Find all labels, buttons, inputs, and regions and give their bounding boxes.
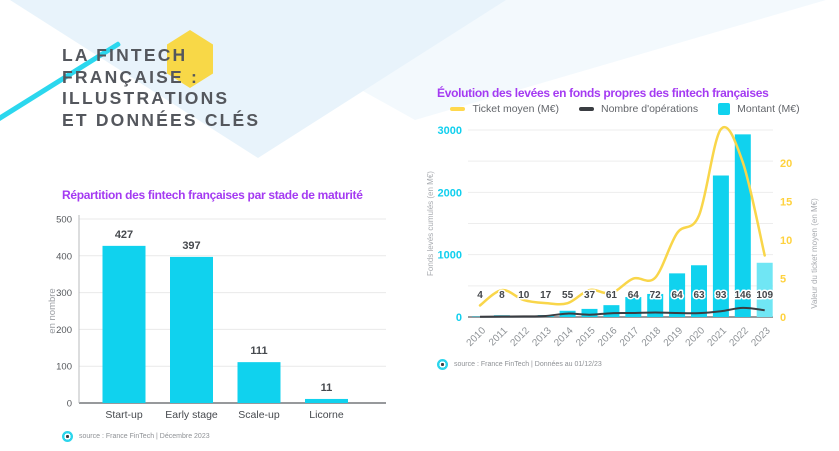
left-tick-label: 1000 (438, 250, 462, 262)
legend-item-nombre-operations: Nombre d'opérations (578, 103, 699, 115)
operations-count-label: 10 (518, 290, 530, 301)
right-tick-label: 10 (780, 235, 792, 247)
slide-title-line-2: FRANÇAISE : (62, 66, 199, 87)
right-tick-label: 5 (780, 274, 786, 286)
operations-count-label: 146 (734, 290, 751, 301)
right-chart-title: Évolution des levées en fonds propres de… (437, 85, 769, 100)
operations-count-label: 72 (650, 290, 662, 301)
france-fintech-logo-icon (437, 359, 448, 370)
slide-title-line-4: ET DONNÉES CLÉS (62, 109, 261, 130)
cyan-square-icon (718, 103, 731, 115)
left-tick-label: 0 (456, 312, 462, 324)
bar-2015 (581, 308, 598, 317)
bar-Scale-up (237, 362, 281, 403)
left-tick-label: 2000 (438, 187, 462, 199)
operations-count-label: 17 (540, 290, 552, 301)
x-category-label: Early stage (165, 409, 218, 420)
bar-value-label: 11 (321, 382, 333, 394)
y-tick-label: 400 (56, 251, 72, 262)
x-year-label: 2014 (552, 325, 576, 349)
left-source-text: source : France FinTech | Décembre 2023 (79, 433, 210, 440)
legend-item-montant: Montant (M€) (718, 103, 800, 115)
operations-count-label: 8 (499, 290, 505, 301)
x-year-label: 2019 (662, 325, 686, 349)
legend-item-ticket-moyen: Ticket moyen (M€) (450, 103, 559, 115)
bar-Early stage (170, 256, 213, 403)
bar-Start-up (102, 245, 146, 403)
left-axis-title: Fonds levés cumulés (en M€) (426, 171, 435, 276)
operations-count-label: 61 (606, 290, 618, 301)
x-year-label: 2015 (574, 325, 598, 349)
right-source-text: source : France FinTech | Données au 01/… (454, 361, 602, 368)
y-tick-label: 0 (67, 399, 72, 410)
operations-count-label: 63 (693, 290, 705, 301)
y-tick-label: 500 (56, 215, 72, 226)
left-chart-title: Répartition des fintech françaises par s… (62, 187, 363, 202)
operations-count-label: 55 (562, 290, 574, 301)
slide-title: LA FINTECH FRANÇAISE : ILLUSTRATIONS ET … (62, 45, 260, 131)
y-axis-title: en nombre (47, 288, 58, 333)
bar-2023 (756, 262, 773, 317)
dark-dash-icon (578, 107, 594, 111)
maturity-bar-chart: 0 100 200 300 400 500 427 Start-up 397 Early stag… (47, 215, 386, 420)
ticket-moyen-line (478, 125, 766, 307)
right-tick-label: 15 (780, 197, 792, 209)
legend-label: Nombre d'opérations (600, 103, 699, 115)
operations-count-label: 4 (477, 290, 483, 301)
left-source-row: source : France FinTech | Décembre 2023 (62, 431, 210, 442)
x-category-label: Licorne (309, 409, 344, 420)
bar-2019 (669, 273, 686, 317)
x-year-label: 2017 (618, 325, 642, 349)
bar-2016 (603, 305, 620, 317)
bar-2018 (647, 293, 664, 317)
operations-count-label: 37 (584, 290, 596, 301)
legend-label: Ticket moyen (M€) (472, 103, 559, 115)
bar-2021 (712, 175, 729, 317)
yellow-hexagon (167, 30, 213, 88)
operations-line (479, 306, 765, 318)
operations-count-label: 64 (672, 290, 684, 301)
yellow-dash-icon (450, 107, 466, 111)
x-year-label: 2010 (465, 325, 489, 349)
x-year-label: 2018 (640, 325, 664, 349)
y-tick-label: 300 (56, 288, 72, 299)
operations-count-label: 109 (756, 290, 773, 301)
right-tick-label: 0 (780, 312, 786, 324)
slide-title-line-1: LA FINTECH (62, 45, 188, 65)
x-year-label: 2023 (749, 325, 773, 349)
y-tick-label: 100 (56, 362, 72, 373)
bar-2020 (691, 265, 707, 317)
france-fintech-logo-icon (62, 431, 73, 442)
slide-title-line-3: ILLUSTRATIONS (62, 88, 230, 108)
right-source-row: source : France FinTech | Données au 01/… (437, 359, 602, 370)
x-year-label: 2020 (684, 325, 708, 349)
x-year-label: 2011 (487, 325, 510, 348)
left-tick-label: 3000 (438, 125, 462, 137)
legend-label: Montant (M€) (737, 103, 800, 115)
bar-value-label: 397 (182, 240, 200, 252)
x-year-label: 2013 (530, 325, 554, 349)
x-year-label: 2016 (596, 325, 620, 349)
chart-legend: Ticket moyen (M€) Nombre d'opérations Mo… (425, 103, 825, 115)
operations-count-label: 93 (715, 290, 727, 301)
x-year-label: 2012 (508, 325, 532, 349)
x-year-label: 2021 (706, 325, 730, 349)
bar-Licorne (305, 398, 348, 403)
operations-count-label: 64 (628, 290, 640, 301)
right-axis-title: Valeur du ticket moyen (en M€) (810, 198, 819, 309)
funding-combo-chart: 0 1000 2000 3000 0 5 10 15 20 4 8 10 17 55 37 61 64 72 64 6… (426, 125, 819, 349)
y-tick-label: 200 (56, 325, 72, 336)
x-category-label: Start-up (105, 409, 143, 420)
bar-value-label: 427 (115, 229, 133, 241)
bar-value-label: 111 (250, 345, 267, 357)
right-tick-label: 20 (780, 158, 792, 170)
x-year-label: 2022 (727, 325, 751, 349)
x-category-label: Scale-up (238, 409, 280, 420)
